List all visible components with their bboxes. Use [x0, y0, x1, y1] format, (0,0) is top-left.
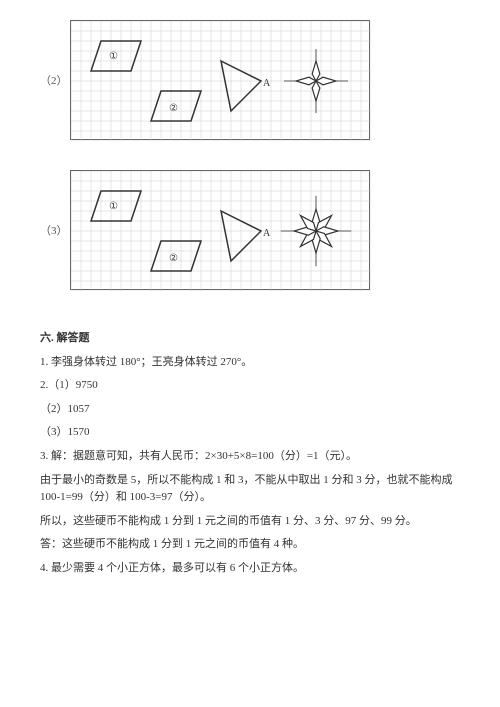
svg-text:①: ① — [109, 201, 118, 212]
answer-line: （2）1057 — [40, 401, 460, 419]
section-title: 六. 解答题 — [40, 330, 460, 348]
answer-line: 由于最小的奇数是 5，所以不能构成 1 和 3，不能从中取出 1 分和 3 分，… — [40, 472, 460, 507]
answer-line: 3. 解：据题意可知，共有人民币：2×30+5×8=100（分）=1（元）。 — [40, 448, 460, 466]
svg-text:A: A — [263, 78, 271, 89]
answer-line: 2.（1）9750 — [40, 377, 460, 395]
svg-text:A: A — [263, 228, 271, 239]
figure-2-label: （2） — [40, 72, 70, 88]
svg-text:②: ② — [169, 253, 178, 264]
figure-3-grid: ① ② A — [70, 170, 370, 290]
answer-line: 答：这些硬币不能构成 1 分到 1 元之间的币值有 4 种。 — [40, 536, 460, 554]
answer-line: 4. 最少需要 4 个小正方体，最多可以有 6 个小正方体。 — [40, 560, 460, 578]
answer-line: 所以，这些硬币不能构成 1 分到 1 元之间的币值有 1 分、3 分、97 分、… — [40, 513, 460, 531]
figure-3: （3） ① ② A — [40, 170, 460, 290]
answers-section: 六. 解答题 1. 李强身体转过 180°；王亮身体转过 270°。 2.（1）… — [40, 330, 460, 578]
figure-2-grid: ① ② A — [70, 20, 370, 140]
answer-line: （3）1570 — [40, 424, 460, 442]
svg-text:①: ① — [109, 51, 118, 62]
answer-line: 1. 李强身体转过 180°；王亮身体转过 270°。 — [40, 354, 460, 372]
svg-text:②: ② — [169, 103, 178, 114]
figure-2: （2） ① ② A — [40, 20, 460, 140]
figure-3-label: （3） — [40, 222, 70, 238]
